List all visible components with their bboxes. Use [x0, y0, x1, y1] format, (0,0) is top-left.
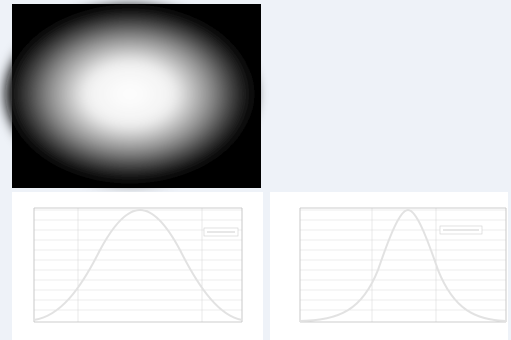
chart-panel	[270, 192, 508, 340]
beam-spot	[5, 6, 255, 182]
grid	[34, 208, 242, 322]
axes	[299, 207, 507, 323]
profile-chart-left	[12, 192, 263, 340]
profile-curve	[33, 208, 243, 321]
chart-panel	[12, 192, 263, 340]
profile-chart-right	[270, 192, 508, 340]
profile-curve	[299, 208, 507, 322]
beam-image	[5, 4, 261, 188]
axes	[33, 207, 243, 323]
